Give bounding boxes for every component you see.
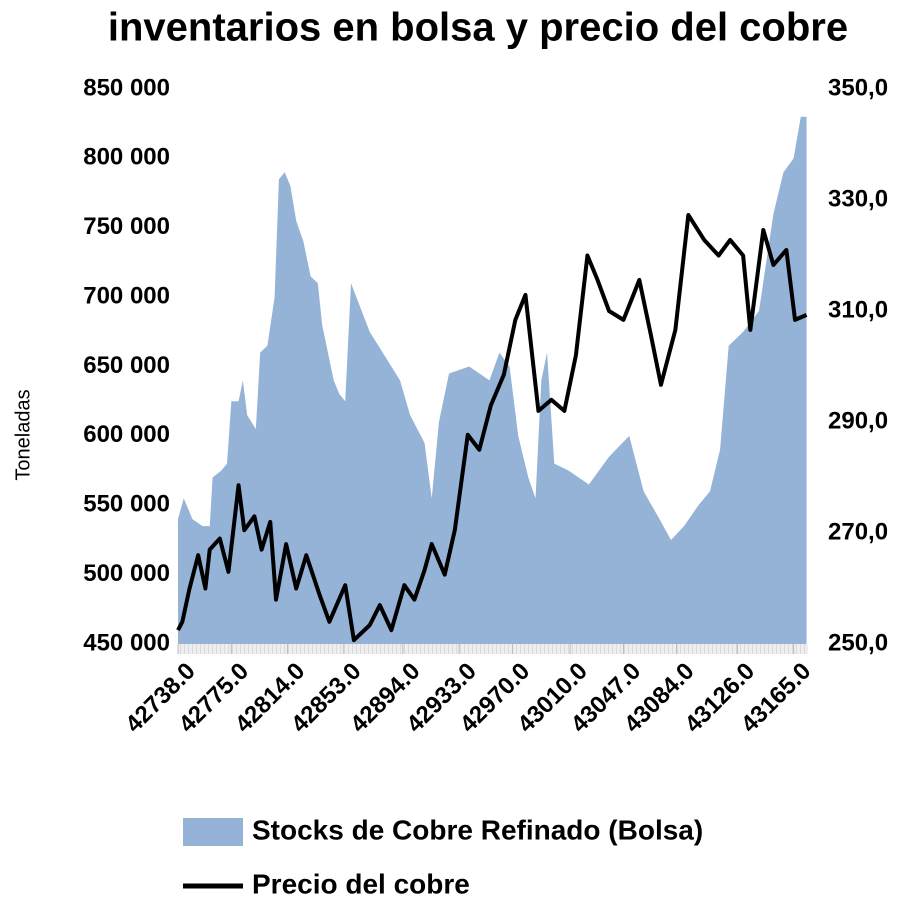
y2-tick-label: 290,0 (828, 407, 888, 434)
y-tick-label: 650 000 (83, 352, 170, 379)
y-tick-label: 450 000 (83, 629, 170, 656)
legend-swatch (183, 818, 243, 846)
y-tick-label: 750 000 (83, 213, 170, 240)
stocks-area (178, 116, 807, 644)
y-tick-label: 600 000 (83, 421, 170, 448)
axis-strip (178, 644, 808, 654)
chart-title: inventarios en bolsa y precio del cobre (108, 6, 848, 50)
y-tick-label: 850 000 (83, 74, 170, 101)
y-tick-label: 550 000 (83, 491, 170, 518)
y-tick-label: 500 000 (83, 560, 170, 587)
y2-tick-label: 310,0 (828, 296, 888, 323)
y2-tick-label: 270,0 (828, 518, 888, 545)
y-axis-label: Toneladas (12, 389, 34, 480)
price-line (176, 212, 808, 643)
y2-tick-label: 330,0 (828, 185, 888, 212)
legend-label: Stocks de Cobre Refinado (Bolsa) (252, 814, 703, 845)
y-tick-label: 800 000 (83, 144, 170, 171)
y2-tick-label: 250,0 (828, 629, 888, 656)
y-tick-label: 700 000 (83, 282, 170, 309)
y2-tick-label: 350,0 (828, 74, 888, 101)
legend-label: Precio del cobre (252, 868, 470, 899)
